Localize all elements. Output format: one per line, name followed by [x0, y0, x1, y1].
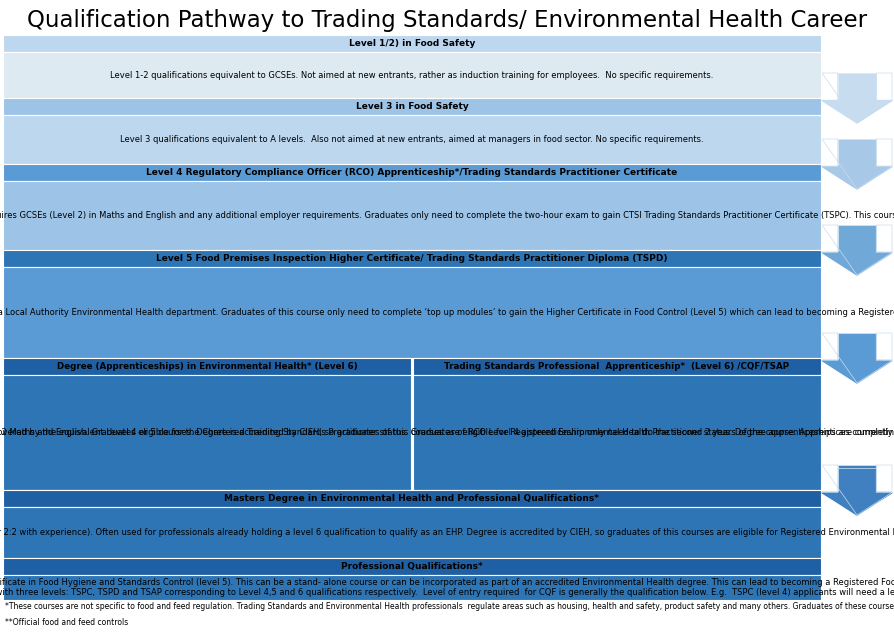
- Bar: [3, 35, 820, 52]
- Text: Degree (Apprenticeships) in Environmental Health* (Level 6): Degree (Apprenticeships) in Environmenta…: [57, 362, 358, 371]
- Bar: [837, 465, 875, 492]
- Polygon shape: [821, 253, 891, 275]
- Text: Equivalent to a 2 year foundation degree. Requires a Higher Education Level 4 co: Equivalent to a 2 year foundation degree…: [0, 308, 894, 317]
- Bar: [3, 558, 820, 575]
- Bar: [837, 333, 875, 361]
- Bar: [837, 139, 875, 166]
- Text: Professional Qualifications*: Professional Qualifications*: [341, 562, 483, 571]
- Text: Level 1/2) in Food Safety: Level 1/2) in Food Safety: [349, 39, 475, 48]
- Polygon shape: [821, 492, 891, 515]
- Bar: [3, 52, 820, 98]
- Bar: [837, 468, 875, 492]
- Text: Masters: 2:1 in a science-based degree (or 2:2 with experience). Often used for : Masters: 2:1 in a science-based degree (…: [0, 528, 894, 537]
- Text: CIEH qualifications:  Advanced Professional Certificate in Food Hygiene and Stan: CIEH qualifications: Advanced Profession…: [0, 578, 894, 597]
- Bar: [3, 267, 820, 358]
- Bar: [3, 358, 410, 375]
- Text: **Official food and feed controls: **Official food and feed controls: [5, 618, 128, 627]
- Text: Level 3 in Food Safety: Level 3 in Food Safety: [355, 102, 468, 111]
- Text: Level 4 Regulatory Compliance Officer (RCO) Apprenticeship*/Trading Standards Pr: Level 4 Regulatory Compliance Officer (R…: [147, 168, 677, 177]
- Polygon shape: [821, 361, 891, 383]
- Polygon shape: [821, 492, 891, 513]
- Text: Level 3 qualifications equivalent to A levels.  Also not aimed at new entrants, : Level 3 qualifications equivalent to A l…: [120, 135, 703, 144]
- Bar: [412, 358, 820, 375]
- Bar: [3, 490, 820, 507]
- Bar: [3, 375, 410, 490]
- Text: Level 1-2 qualifications equivalent to GCSEs. Not aimed at new entrants, rather : Level 1-2 qualifications equivalent to G…: [110, 70, 713, 80]
- Bar: [412, 375, 820, 490]
- Bar: [3, 181, 820, 250]
- Text: Requires Level 2 Maths and English. Graduates eligible for the Chartered Trainin: Requires Level 2 Maths and English. Grad…: [0, 428, 894, 437]
- Text: Masters Degree in Environmental Health and Professional Qualifications*: Masters Degree in Environmental Health a…: [224, 494, 599, 503]
- Bar: [3, 98, 820, 115]
- Bar: [3, 115, 820, 164]
- Text: Requires BBC-ABC at A level or equivalent, often including a science subject. Th: Requires BBC-ABC at A level or equivalen…: [0, 428, 894, 437]
- Text: Level 5 Food Premises Inspection Higher Certificate/ Trading Standards Practitio: Level 5 Food Premises Inspection Higher …: [156, 254, 667, 263]
- Polygon shape: [821, 101, 891, 123]
- Bar: [837, 73, 875, 101]
- Bar: [3, 164, 820, 181]
- Text: Equivalent to a 1-year foundation degree. Requires GCSEs (Level 2) in Maths and : Equivalent to a 1-year foundation degree…: [0, 211, 894, 220]
- Bar: [3, 575, 820, 600]
- Bar: [3, 250, 820, 267]
- Text: Qualification Pathway to Trading Standards/ Environmental Health Career: Qualification Pathway to Trading Standar…: [28, 8, 866, 32]
- Text: Trading Standards Professional  Apprenticeship*  (Level 6) /CQF/TSAP: Trading Standards Professional Apprentic…: [443, 362, 789, 371]
- Bar: [3, 507, 820, 558]
- Polygon shape: [821, 166, 891, 189]
- Bar: [837, 225, 875, 253]
- Text: *These courses are not specific to food and feed regulation. Trading Standards a: *These courses are not specific to food …: [5, 602, 894, 611]
